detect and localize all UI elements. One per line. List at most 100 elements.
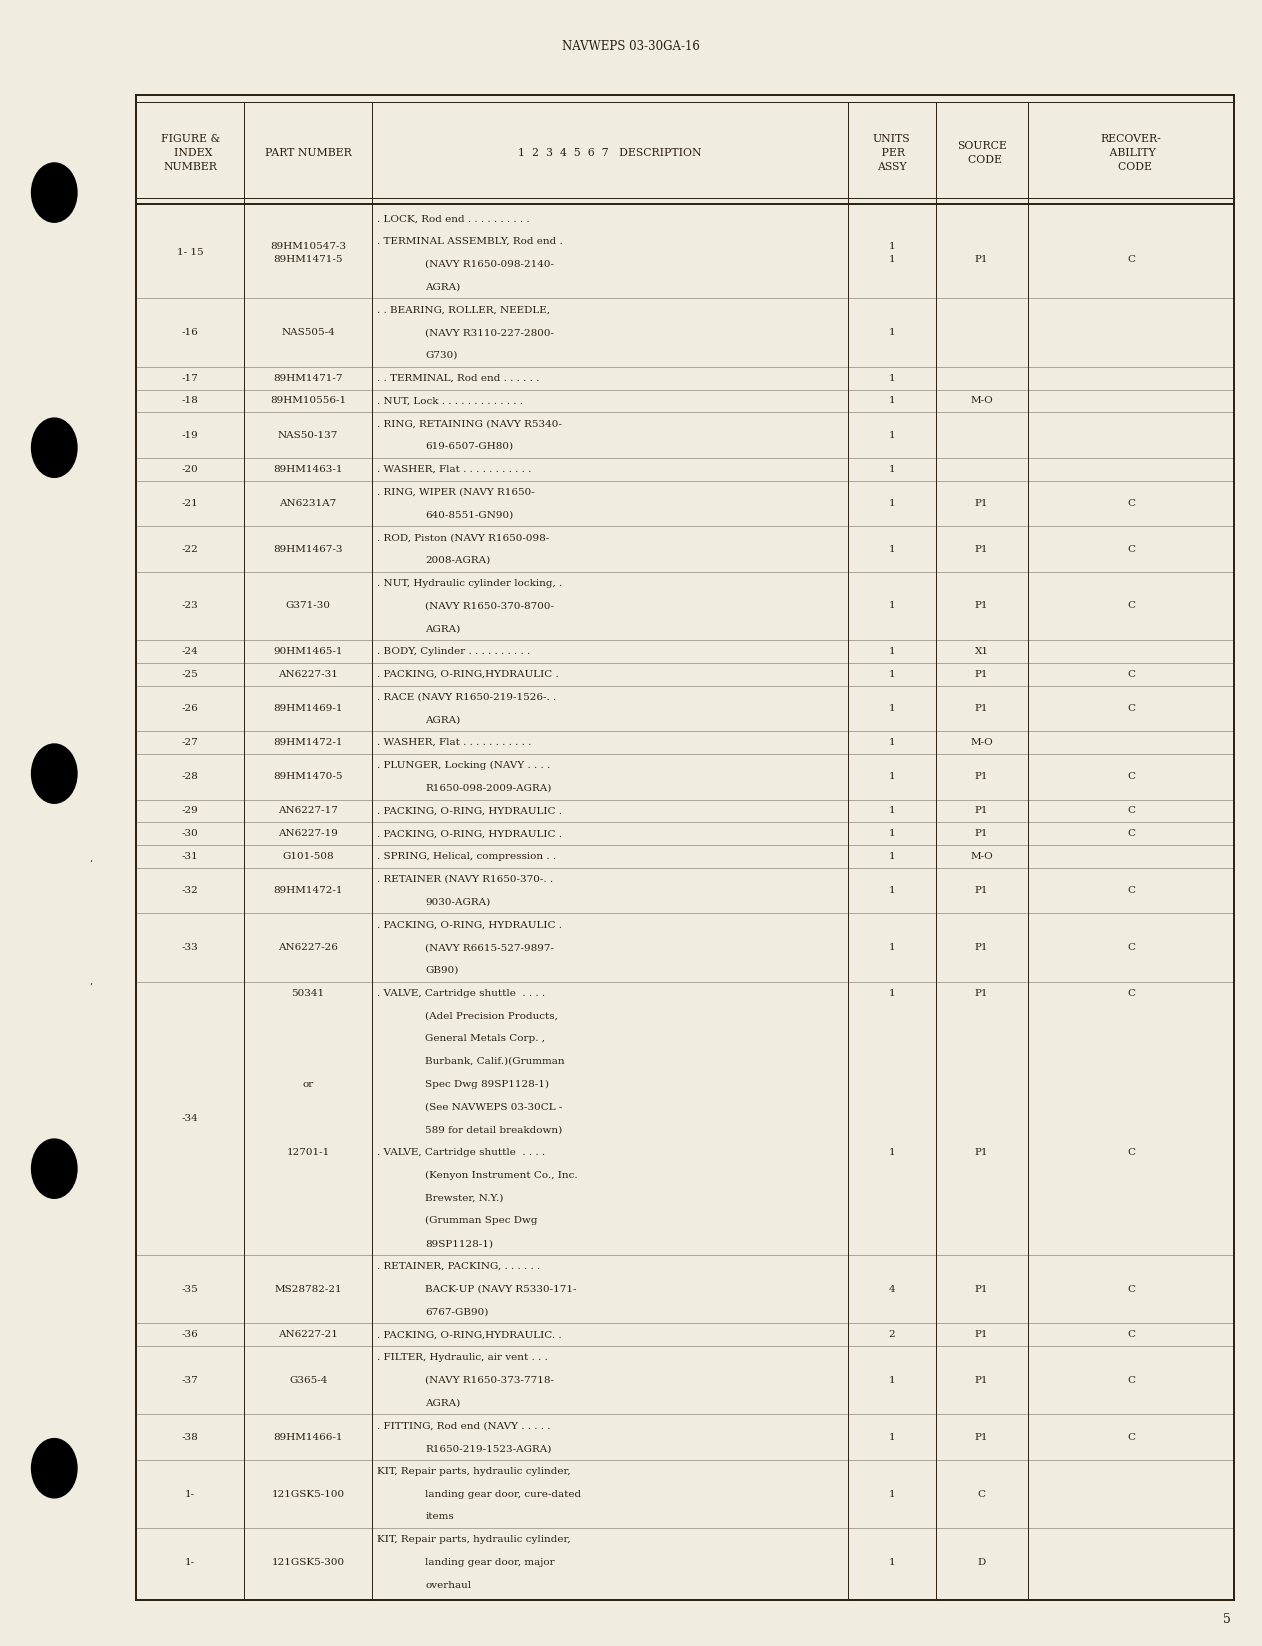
Text: G365-4: G365-4 bbox=[289, 1376, 327, 1384]
Text: R1650-219-1523-AGRA): R1650-219-1523-AGRA) bbox=[425, 1444, 551, 1453]
Text: 50341: 50341 bbox=[292, 989, 324, 997]
Text: AGRA): AGRA) bbox=[425, 624, 461, 634]
Text: 1: 1 bbox=[888, 772, 895, 782]
Text: . PACKING, O-RING,HYDRAULIC. .: . PACKING, O-RING,HYDRAULIC. . bbox=[377, 1330, 562, 1340]
Text: . ROD, Piston (NAVY R1650-098-: . ROD, Piston (NAVY R1650-098- bbox=[377, 533, 550, 542]
Text: P1: P1 bbox=[976, 499, 988, 509]
Text: 1: 1 bbox=[888, 328, 895, 337]
Text: AN6231A7: AN6231A7 bbox=[279, 499, 337, 509]
Text: -35: -35 bbox=[182, 1284, 198, 1294]
Text: (NAVY R1650-373-7718-: (NAVY R1650-373-7718- bbox=[425, 1376, 554, 1384]
Text: 1: 1 bbox=[888, 374, 895, 384]
Text: 2008-AGRA): 2008-AGRA) bbox=[425, 556, 491, 565]
Text: GB90): GB90) bbox=[425, 966, 458, 974]
Text: 1: 1 bbox=[888, 431, 895, 439]
Text: -20: -20 bbox=[182, 464, 198, 474]
Text: Brewster, N.Y.): Brewster, N.Y.) bbox=[425, 1193, 504, 1203]
Text: P1: P1 bbox=[976, 886, 988, 895]
Text: 1: 1 bbox=[888, 601, 895, 611]
Text: (NAVY R6615-527-9897-: (NAVY R6615-527-9897- bbox=[425, 943, 554, 951]
Text: AN6227-31: AN6227-31 bbox=[278, 670, 338, 678]
Text: Burbank, Calif.)(Grumman: Burbank, Calif.)(Grumman bbox=[425, 1057, 565, 1067]
Text: . PACKING, O-RING, HYDRAULIC .: . PACKING, O-RING, HYDRAULIC . bbox=[377, 920, 563, 930]
Text: M-O: M-O bbox=[970, 737, 993, 747]
Text: NAS50-137: NAS50-137 bbox=[278, 431, 338, 439]
Text: (NAVY R1650-098-2140-: (NAVY R1650-098-2140- bbox=[425, 260, 554, 268]
Text: 640-8551-GN90): 640-8551-GN90) bbox=[425, 510, 514, 520]
Text: C: C bbox=[1127, 242, 1135, 263]
Text: FIGURE &
  INDEX
NUMBER: FIGURE & INDEX NUMBER bbox=[160, 133, 220, 173]
Text: . VALVE, Cartridge shuttle  . . . .: . VALVE, Cartridge shuttle . . . . bbox=[377, 989, 545, 997]
Text: C: C bbox=[1127, 1432, 1135, 1442]
Text: 1: 1 bbox=[888, 545, 895, 553]
Text: KIT, Repair parts, hydraulic cylinder,: KIT, Repair parts, hydraulic cylinder, bbox=[377, 1467, 570, 1476]
Text: P1: P1 bbox=[976, 830, 988, 838]
Text: C: C bbox=[978, 1490, 986, 1498]
Text: P1: P1 bbox=[976, 242, 988, 263]
Text: PART NUMBER: PART NUMBER bbox=[265, 148, 352, 158]
Text: -30: -30 bbox=[182, 830, 198, 838]
Text: . NUT, Hydraulic cylinder locking, .: . NUT, Hydraulic cylinder locking, . bbox=[377, 579, 563, 588]
Text: P1: P1 bbox=[976, 704, 988, 713]
Text: C: C bbox=[1127, 772, 1135, 782]
Text: . LOCK, Rod end . . . . . . . . . .: . LOCK, Rod end . . . . . . . . . . bbox=[377, 214, 530, 224]
Text: (Kenyon Instrument Co., Inc.: (Kenyon Instrument Co., Inc. bbox=[425, 1170, 578, 1180]
Text: -18: -18 bbox=[182, 397, 198, 405]
Circle shape bbox=[32, 1439, 77, 1498]
Text: C: C bbox=[1127, 830, 1135, 838]
Text: 89HM1466-1: 89HM1466-1 bbox=[274, 1432, 343, 1442]
Text: G371-30: G371-30 bbox=[285, 601, 331, 611]
Text: . VALVE, Cartridge shuttle  . . . .: . VALVE, Cartridge shuttle . . . . bbox=[377, 1147, 545, 1157]
Text: 1: 1 bbox=[888, 670, 895, 678]
Text: landing gear door, major: landing gear door, major bbox=[425, 1559, 555, 1567]
Text: 1: 1 bbox=[888, 807, 895, 815]
Text: 1-: 1- bbox=[186, 1490, 196, 1498]
Text: 1: 1 bbox=[888, 853, 895, 861]
Text: 619-6507-GH80): 619-6507-GH80) bbox=[425, 443, 514, 451]
Text: R1650-098-2009-AGRA): R1650-098-2009-AGRA) bbox=[425, 783, 551, 793]
Text: P1: P1 bbox=[976, 1432, 988, 1442]
Text: ’: ’ bbox=[90, 983, 92, 993]
Text: C: C bbox=[1127, 1284, 1135, 1294]
Text: P1: P1 bbox=[976, 545, 988, 553]
Text: (NAVY R1650-370-8700-: (NAVY R1650-370-8700- bbox=[425, 601, 554, 611]
Circle shape bbox=[32, 418, 77, 477]
Text: 121GSK5-300: 121GSK5-300 bbox=[271, 1559, 345, 1567]
Text: -34: -34 bbox=[182, 1114, 198, 1123]
Text: UNITS
 PER
ASSY: UNITS PER ASSY bbox=[873, 133, 910, 173]
Text: 1: 1 bbox=[888, 989, 895, 997]
Text: 1  2  3  4  5  6  7   DESCRIPTION: 1 2 3 4 5 6 7 DESCRIPTION bbox=[519, 148, 702, 158]
Text: P1: P1 bbox=[976, 1147, 988, 1157]
Text: overhaul: overhaul bbox=[425, 1580, 472, 1590]
Text: G101-508: G101-508 bbox=[283, 853, 334, 861]
Text: RECOVER-
 ABILITY
  CODE: RECOVER- ABILITY CODE bbox=[1100, 133, 1161, 173]
Text: (See NAVWEPS 03-30CL -: (See NAVWEPS 03-30CL - bbox=[425, 1103, 563, 1111]
Text: 89HM10547-3
89HM1471-5: 89HM10547-3 89HM1471-5 bbox=[270, 242, 346, 263]
Text: . BODY, Cylinder . . . . . . . . . .: . BODY, Cylinder . . . . . . . . . . bbox=[377, 647, 530, 657]
Text: 2: 2 bbox=[888, 1330, 895, 1340]
Text: AN6227-19: AN6227-19 bbox=[278, 830, 338, 838]
Text: M-O: M-O bbox=[970, 397, 993, 405]
Text: . PACKING, O-RING, HYDRAULIC .: . PACKING, O-RING, HYDRAULIC . bbox=[377, 830, 563, 838]
Text: -33: -33 bbox=[182, 943, 198, 951]
Text: landing gear door, cure-dated: landing gear door, cure-dated bbox=[425, 1490, 582, 1498]
Text: 12701-1: 12701-1 bbox=[286, 1147, 329, 1157]
Text: P1: P1 bbox=[976, 772, 988, 782]
Text: MS28782-21: MS28782-21 bbox=[274, 1284, 342, 1294]
Text: -32: -32 bbox=[182, 886, 198, 895]
Text: 89HM1467-3: 89HM1467-3 bbox=[274, 545, 343, 553]
Text: C: C bbox=[1127, 545, 1135, 553]
Text: C: C bbox=[1127, 886, 1135, 895]
Text: . NUT, Lock . . . . . . . . . . . . .: . NUT, Lock . . . . . . . . . . . . . bbox=[377, 397, 524, 405]
Text: 89HM1470-5: 89HM1470-5 bbox=[274, 772, 343, 782]
Text: P1: P1 bbox=[976, 989, 988, 997]
Text: AGRA): AGRA) bbox=[425, 716, 461, 724]
Text: (Adel Precision Products,: (Adel Precision Products, bbox=[425, 1011, 558, 1021]
Text: (Grumman Spec Dwg: (Grumman Spec Dwg bbox=[425, 1216, 538, 1225]
Text: 589 for detail breakdown): 589 for detail breakdown) bbox=[425, 1126, 563, 1134]
Text: . TERMINAL ASSEMBLY, Rod end .: . TERMINAL ASSEMBLY, Rod end . bbox=[377, 237, 563, 245]
Text: P1: P1 bbox=[976, 1376, 988, 1384]
Text: 9030-AGRA): 9030-AGRA) bbox=[425, 897, 491, 907]
Text: -21: -21 bbox=[182, 499, 198, 509]
Text: . RETAINER, PACKING, . . . . . .: . RETAINER, PACKING, . . . . . . bbox=[377, 1262, 540, 1271]
